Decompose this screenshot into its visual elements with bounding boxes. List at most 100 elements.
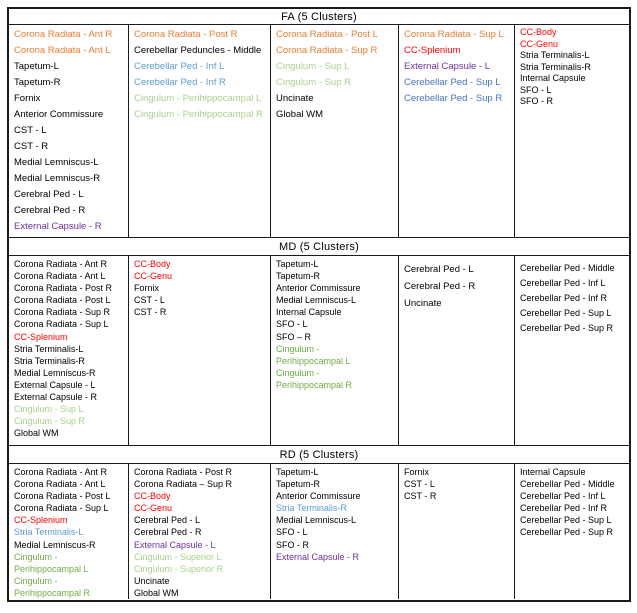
tract-label: CST - L (134, 295, 165, 306)
tract-label: Uncinate (134, 575, 170, 586)
tract-label: External Capsule - L (134, 539, 216, 550)
tract-label: Tapetum-L (276, 467, 319, 477)
tract-label: Corona Radiata - Ant L (14, 479, 106, 490)
tract-label: Corona Radiata - Sup L (404, 29, 504, 40)
tract-label: Cerebellar Ped - Middle (520, 479, 615, 490)
tract-label: SFO - L (520, 84, 552, 95)
tract-label: CC-Body (134, 259, 171, 269)
tract-label: CC-Splenium (14, 331, 68, 342)
tract-label: Cingulum - Perihippocampal R (134, 109, 263, 120)
tract-label: SFO – R (276, 331, 312, 342)
section-body: Corona Radiata - Ant R Corona Radiata - A… (9, 256, 629, 445)
tract-label: Cerebral Ped - R (134, 527, 202, 538)
tract-label: Anterior Commissure (276, 491, 361, 502)
tract-label: Cingulum - Sup R (14, 416, 86, 427)
tract-label: Tapetum-R (276, 271, 321, 282)
tract-label: Internal Capsule (520, 73, 586, 83)
tract-label: Cerebellar Ped - Sup L (520, 515, 612, 526)
cluster-column: Corona Radiata - Post L Corona Radiata - … (271, 25, 399, 237)
section-title: FA (5 Clusters) (9, 9, 629, 25)
section-md: MD (5 Clusters) Corona Radiata - Ant R Cor… (9, 237, 629, 445)
tract-label: Fornix (134, 283, 160, 294)
tract-label: Corona Radiata - Ant L (14, 45, 111, 56)
tract-label: Medial Lemniscus-L (14, 157, 99, 168)
tract-label: Cingulum - Superior L (134, 551, 222, 562)
tract-label: Cerebellar Ped - Inf L (520, 278, 606, 288)
tract-label: Cerebellar Ped - Sup R (520, 323, 614, 333)
cluster-column: Corona Radiata - Post R Corona Radiata – … (129, 464, 271, 600)
tract-label: Corona Radiata - Sup L (14, 319, 109, 330)
tract-label: CST - R (14, 141, 49, 152)
section-fa: FA (5 Clusters) Corona Radiata - Ant R Cor… (9, 9, 629, 237)
tract-label: Cingulum - Perihippocampal R (14, 575, 91, 598)
tract-label: External Capsule - R (14, 221, 102, 232)
tract-label: Fornix (404, 467, 430, 477)
tract-label: Corona Radiata - Sup L (14, 503, 109, 514)
tract-label: CC-Body (520, 27, 557, 37)
tract-label: Cingulum - Sup L (276, 61, 350, 72)
tract-label: Anterior Commissure (14, 109, 104, 120)
tract-label: Corona Radiata - Post R (134, 467, 233, 477)
cluster-column: Tapetum-L Tapetum-R Anterior Commissure Med… (271, 256, 399, 445)
tract-label: External Capsule - R (14, 392, 98, 403)
tract-label: CST - R (134, 307, 167, 318)
tract-label: SFO - L (276, 319, 308, 330)
tract-label: Medial Lemniscus-R (14, 539, 96, 550)
cluster-column: CC-Body CC-Genu Fornix CST - L CST - R (129, 256, 271, 445)
cluster-column: Corona Radiata - Ant R Corona Radiata - A… (9, 25, 129, 237)
tract-label: Cerebral Ped - L (14, 189, 84, 200)
section-body: Corona Radiata - Ant R Corona Radiata - A… (9, 25, 629, 237)
tract-label: Uncinate (276, 93, 314, 104)
tract-label: Corona Radiata - Sup R (14, 307, 111, 318)
section-body: Corona Radiata - Ant R Corona Radiata - A… (9, 464, 629, 600)
tract-label: Corona Radiata - Post L (276, 29, 378, 40)
tract-label: Corona Radiata - Ant R (14, 29, 113, 40)
tract-label: External Capsule - L (404, 61, 491, 72)
tract-label: Cerebellar Ped - Inf R (520, 503, 608, 514)
tract-label: Corona Radiata - Ant L (14, 271, 106, 282)
cluster-column: Corona Radiata - Post R Cerebellar Pedunc… (129, 25, 271, 237)
tract-label: CC-Body (134, 491, 171, 502)
tract-label: CST - R (404, 491, 437, 502)
cluster-column: Internal Capsule Cerebellar Ped - Middle C… (515, 464, 629, 599)
section-title: MD (5 Clusters) (9, 237, 629, 256)
tract-label: Cerebellar Ped - Sup L (404, 77, 501, 88)
tract-label: Cerebellar Peduncles - Middle (134, 45, 262, 56)
tract-label: Cerebellar Ped - Sup R (520, 527, 614, 538)
tract-label: Cerebellar Ped - Inf R (520, 293, 608, 303)
cluster-column: Tapetum-L Tapetum-R Anterior Commissure Str… (271, 464, 399, 600)
tract-label: CST - L (404, 479, 435, 490)
dti-clusters-table: FA (5 Clusters) Corona Radiata - Ant R Cor… (7, 7, 631, 602)
tract-label: Cingulum - Sup L (14, 404, 84, 415)
tract-label: Corona Radiata - Post L (14, 295, 111, 306)
cluster-column: Corona Radiata - Ant R Corona Radiata - A… (9, 464, 129, 600)
tract-label: CC-Genu (520, 38, 559, 49)
tract-label: SFO - L (276, 527, 308, 538)
tract-label: Cerebellar Ped - Inf L (520, 491, 606, 502)
cluster-column: CC-Body CC-Genu Stria Terminalis-L Stria Te… (515, 25, 629, 237)
tract-label: Cingulum - Sup R (276, 77, 351, 88)
tract-label: Cerebellar Ped - Inf R (134, 77, 226, 88)
tract-label: CC-Genu (134, 271, 173, 282)
tract-label: Medial Lemniscus-L (276, 515, 357, 526)
tract-label: Stria Terminalis-L (520, 50, 590, 60)
tract-label: Tapetum-L (14, 61, 59, 72)
tract-label: Tapetum-R (276, 479, 321, 490)
tract-label: Stria Terminalis-L (14, 343, 84, 354)
tract-label: SFO - R (520, 96, 553, 106)
tract-label: Corona Radiata – Sup R (134, 479, 233, 490)
tract-label: Corona Radiata - Post L (14, 491, 111, 502)
tract-label: Cerebellar Ped - Middle (520, 263, 615, 273)
tract-label: Cerebellar Ped - Sup R (404, 93, 503, 104)
tract-label: Corona Radiata - Post R (14, 283, 113, 294)
tract-label: External Capsule - R (276, 551, 360, 562)
cluster-column: Corona Radiata - Ant R Corona Radiata - A… (9, 256, 129, 445)
tract-label: Cingulum - Superior R (134, 563, 224, 574)
tract-label: External Capsule - L (14, 379, 96, 390)
tract-label: Medial Lemniscus-L (276, 295, 357, 306)
tract-label: Cerebral Ped - L (134, 515, 201, 526)
tract-label: Corona Radiata - Ant R (14, 259, 108, 269)
cluster-column: Cerebellar Ped - Middle Cerebellar Ped - … (515, 256, 629, 445)
section-title: RD (5 Clusters) (9, 445, 629, 464)
cluster-column: Cerebral Ped - L Cerebral Ped - R Uncinate (399, 256, 515, 445)
